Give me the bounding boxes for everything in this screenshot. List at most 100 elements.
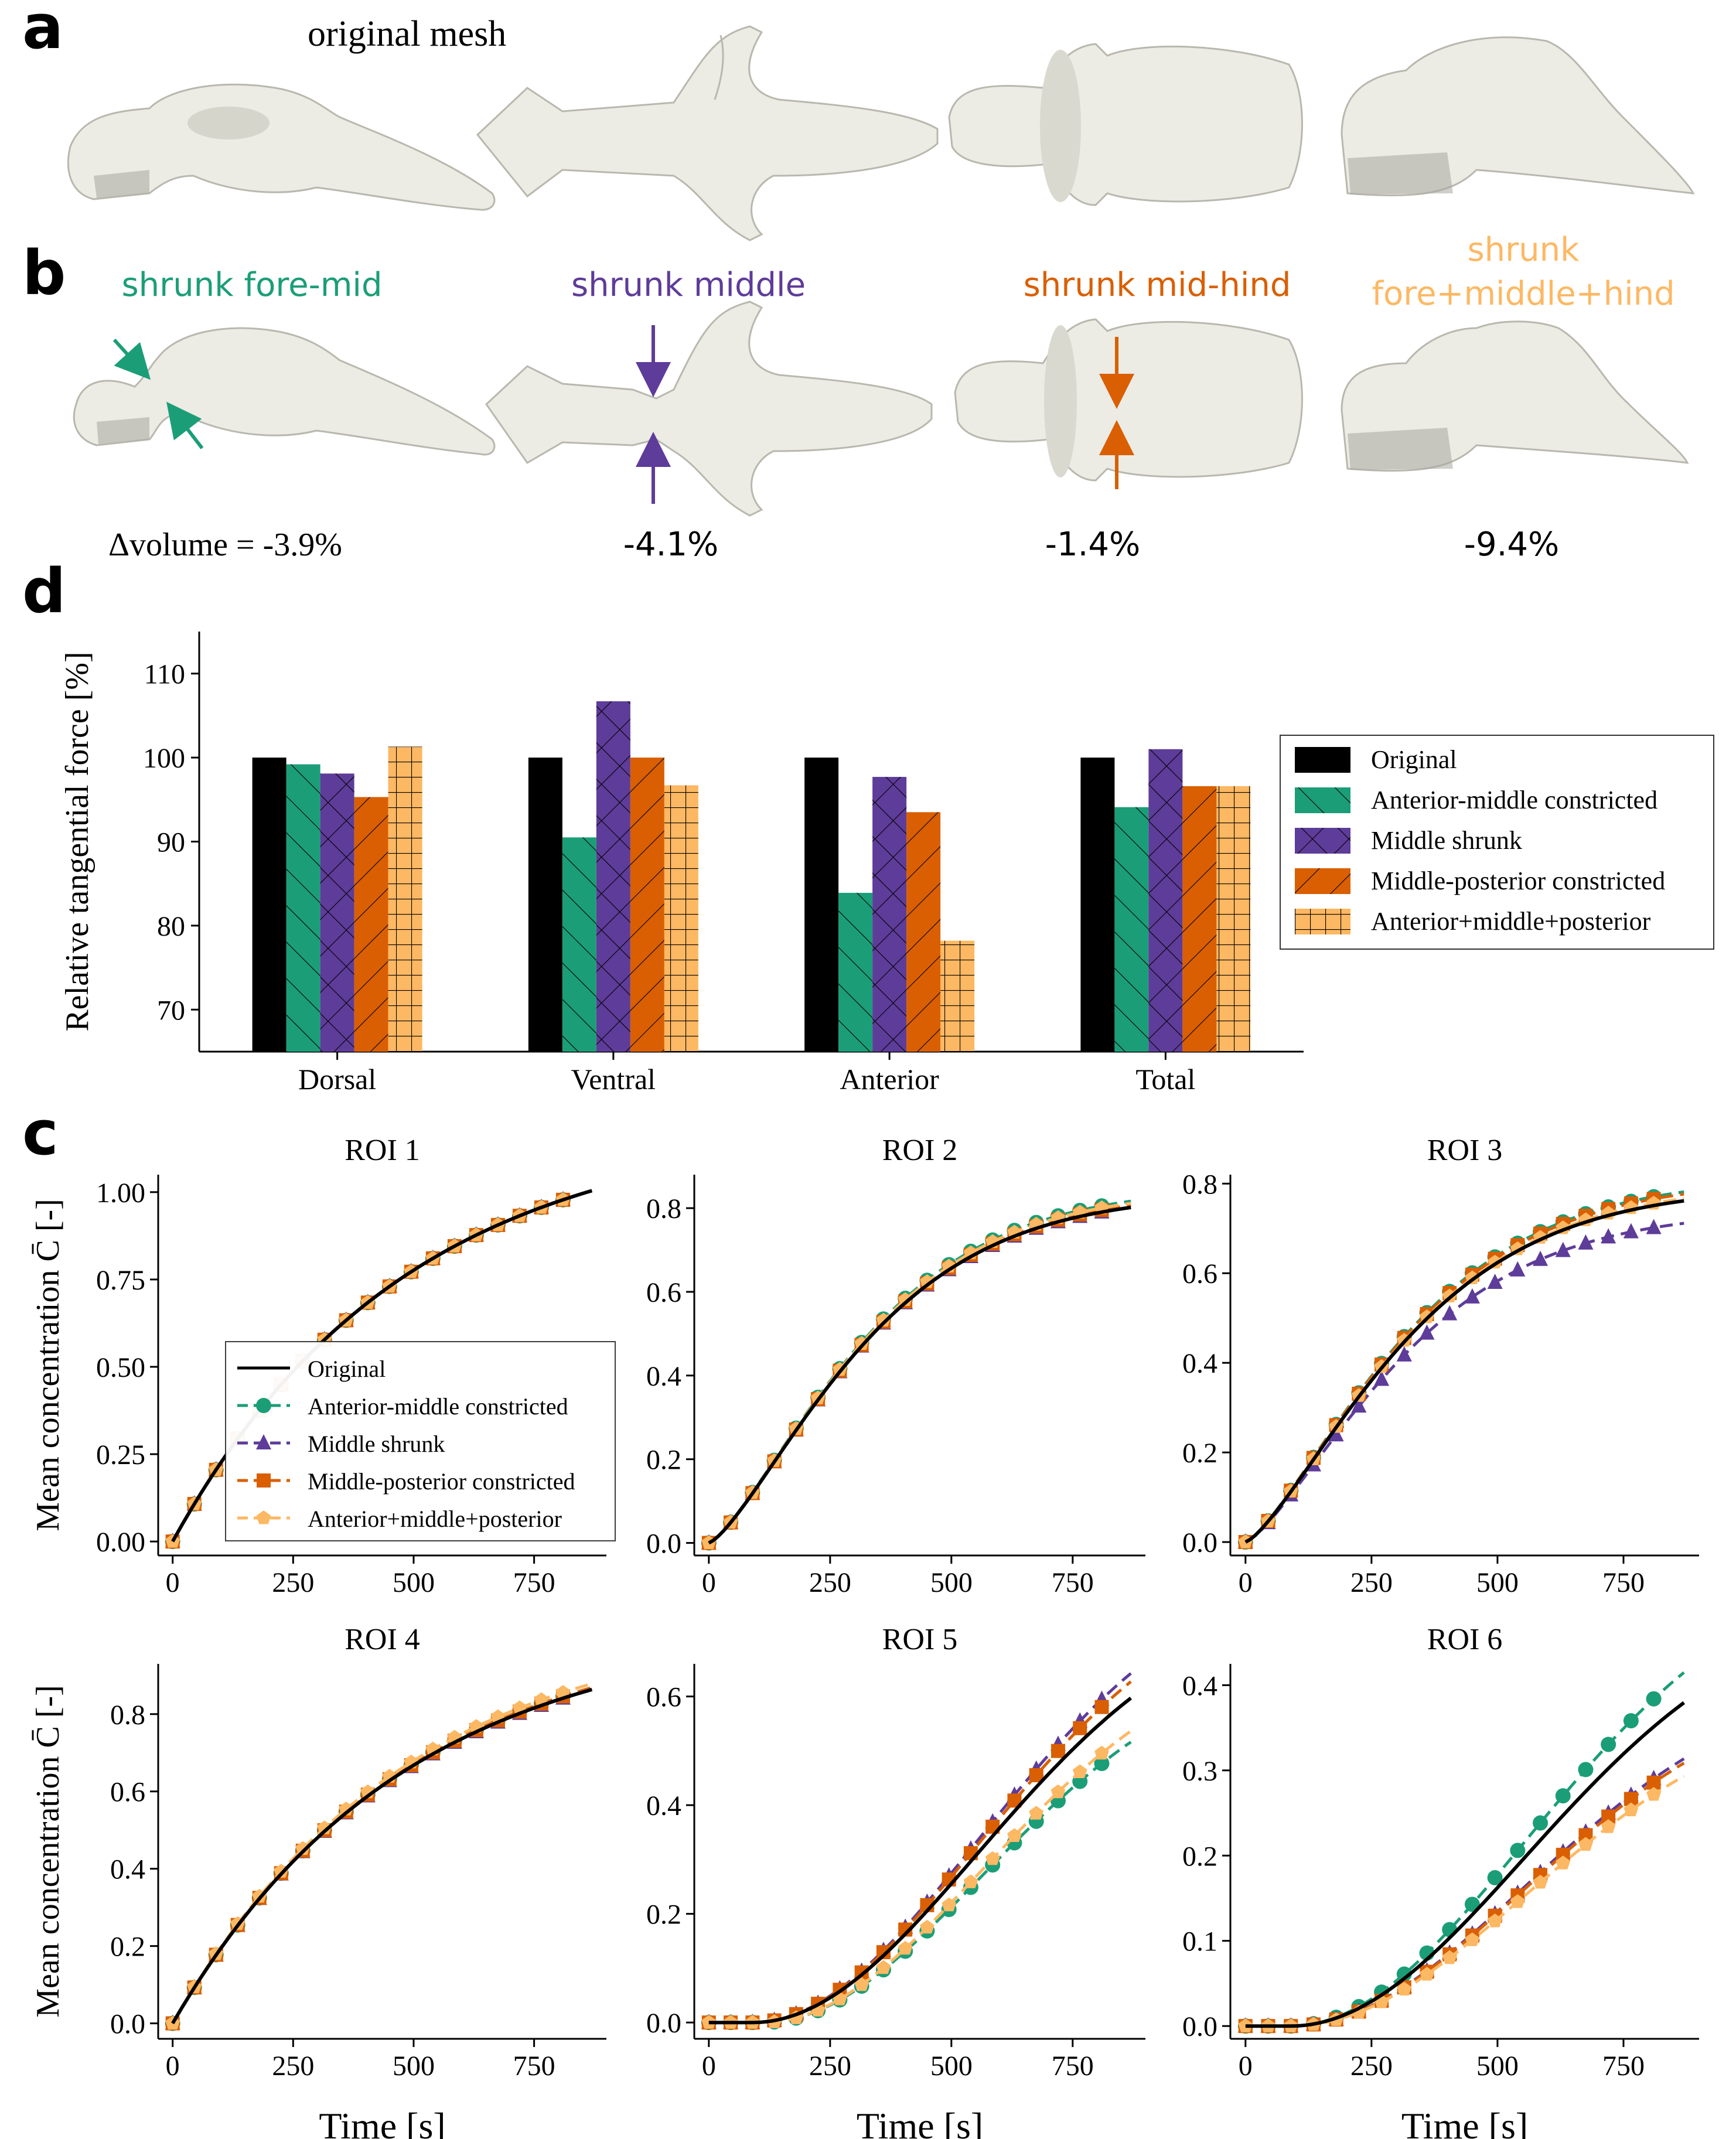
series-marker: [1578, 1837, 1593, 1851]
series-marker: [1646, 1787, 1661, 1801]
series-marker: [1073, 1721, 1087, 1735]
xtick-label: 500: [930, 1567, 973, 1598]
series-marker: [1510, 1261, 1526, 1277]
series-marker: [1555, 1241, 1571, 1257]
label-shrunk-all-line2: fore+middle+hind: [1372, 275, 1674, 313]
series-line: [708, 1199, 1131, 1544]
series-marker: [1465, 1932, 1480, 1946]
series-marker: [1601, 1819, 1616, 1833]
ytick-label: 0.0: [110, 2009, 145, 2040]
series-marker: [256, 1510, 271, 1524]
subplot-title: ROI 3: [1427, 1134, 1503, 1167]
panel-letter-b: b: [22, 237, 66, 309]
mesh-row-original: [67, 25, 1695, 241]
series-marker: [854, 1336, 869, 1350]
series-marker: [898, 1292, 913, 1306]
bar-ytick-label: 100: [143, 743, 185, 774]
series-marker: [876, 1960, 891, 1974]
panel-b-labels: shrunk fore-mid shrunk middle shrunk mid…: [122, 231, 1675, 313]
series-marker: [898, 1940, 913, 1955]
volume-changes: Δvolume = -3.9% -4.1% -1.4% -9.4%: [108, 526, 1559, 564]
series-marker: [1487, 1274, 1503, 1289]
ytick-label: 0.25: [96, 1439, 145, 1471]
ytick-label: 0.2: [646, 1445, 681, 1476]
subplot-4: ROI 4 0.0 0.2 0.4 0.6 0.8 0 250 500 750 Time [s] Me…: [30, 1623, 606, 2139]
subplot-title: ROI 5: [882, 1623, 958, 1656]
bar-hatch: [630, 758, 664, 1052]
bar-category-label: Total: [1135, 1063, 1195, 1096]
bar: [252, 758, 287, 1052]
bar-hatch: [1216, 786, 1251, 1052]
ytick-label: 0.0: [646, 2008, 681, 2039]
series-marker: [1623, 1223, 1639, 1239]
line-legend-label: Anterior-middle constricted: [308, 1393, 568, 1420]
series-marker: [1578, 1762, 1594, 1778]
bar-hatch: [906, 812, 941, 1052]
xtick-label: 0: [166, 2051, 180, 2082]
ytick-label: 0.6: [646, 1682, 681, 1713]
series-marker: [1442, 1950, 1457, 1964]
series-marker: [1533, 1815, 1549, 1831]
xtick-label: 0: [1239, 1567, 1253, 1598]
mesh-row-shrunk: [73, 301, 1689, 517]
bar: [1080, 758, 1115, 1052]
line-legend-label: Original: [308, 1356, 386, 1382]
series-marker: [1533, 1875, 1548, 1889]
subplot-3: ROI 3 0.0 0.2 0.4 0.6 0.8 0 250 500 750: [1182, 1134, 1699, 1598]
bar-hatch: [388, 746, 422, 1052]
series-marker: [1442, 1305, 1458, 1321]
xtick-label: 0: [702, 1567, 716, 1598]
xtick-label: 250: [272, 2051, 314, 2082]
bar-hatch: [1182, 786, 1217, 1052]
bar-category-label: Dorsal: [298, 1063, 376, 1096]
series-marker: [257, 1473, 271, 1488]
mesh-oblique-shrunk: [1341, 320, 1689, 472]
mesh-ventral-original: [948, 43, 1303, 206]
series-marker: [256, 1434, 271, 1449]
ytick-label: 0.50: [96, 1352, 145, 1383]
bar-ytick-label: 90: [157, 827, 185, 858]
ytick-label: 0.4: [1182, 1670, 1217, 1701]
bar-hatch: [320, 773, 354, 1052]
xtick-label: 750: [1052, 2051, 1094, 2082]
series-marker: [854, 1977, 869, 1991]
bar-legend-frame: [1280, 735, 1714, 950]
series-marker: [942, 1897, 957, 1912]
subplot-6: ROI 6 0.0 0.1 0.2 0.3 0.4 0 250 500 750 Time [s]: [1182, 1623, 1699, 2139]
bar-hatch: [664, 785, 698, 1052]
bar: [528, 758, 562, 1052]
series-line: [171, 1686, 593, 2024]
y-axis-label: Mean concentration C̄ [-]: [30, 1685, 66, 2018]
series-line: [708, 1697, 1133, 2025]
bar-legend-label: Anterior-middle constricted: [1371, 786, 1657, 814]
bar-legend-label: Middle-posterior constricted: [1371, 866, 1665, 895]
ytick-label: 0.6: [110, 1777, 145, 1808]
mesh-oblique-original: [1341, 36, 1695, 197]
series-line: [1245, 1762, 1685, 2028]
xtick-label: 750: [1602, 1567, 1645, 1598]
series-line: [1244, 1222, 1684, 1544]
ytick-label: 0.3: [1182, 1756, 1217, 1787]
series-marker: [876, 1312, 891, 1327]
bar-legend-label: Anterior+middle+posterior: [1371, 907, 1651, 936]
series-marker: [920, 1919, 934, 1934]
series-marker: [1328, 1426, 1344, 1442]
series-marker: [1623, 1713, 1639, 1729]
series-marker: [1029, 1806, 1044, 1820]
series-line: [1244, 1192, 1684, 1544]
series-marker: [295, 1841, 311, 1855]
subplot-title: ROI 1: [345, 1134, 420, 1167]
series-line: [708, 1729, 1132, 2024]
series-marker: [1624, 1802, 1639, 1817]
x-axis-label: Time [s]: [1401, 2105, 1528, 2139]
arrow-fore-mid-upper: [112, 338, 151, 380]
series-marker: [1646, 1219, 1662, 1234]
bar-legend-swatch-hatch: [1295, 909, 1350, 934]
panel-letter-d: d: [22, 555, 66, 627]
subplot-5: ROI 5 0.0 0.2 0.4 0.6 0 250 500 750 Time [s]: [646, 1623, 1145, 2139]
series-marker: [1510, 1843, 1526, 1858]
mesh-lateral-shrunk: [73, 327, 496, 456]
series-line: [1245, 1775, 1685, 2028]
series-marker: [1555, 1788, 1571, 1804]
bar-legend-swatch-hatch: [1295, 787, 1350, 813]
